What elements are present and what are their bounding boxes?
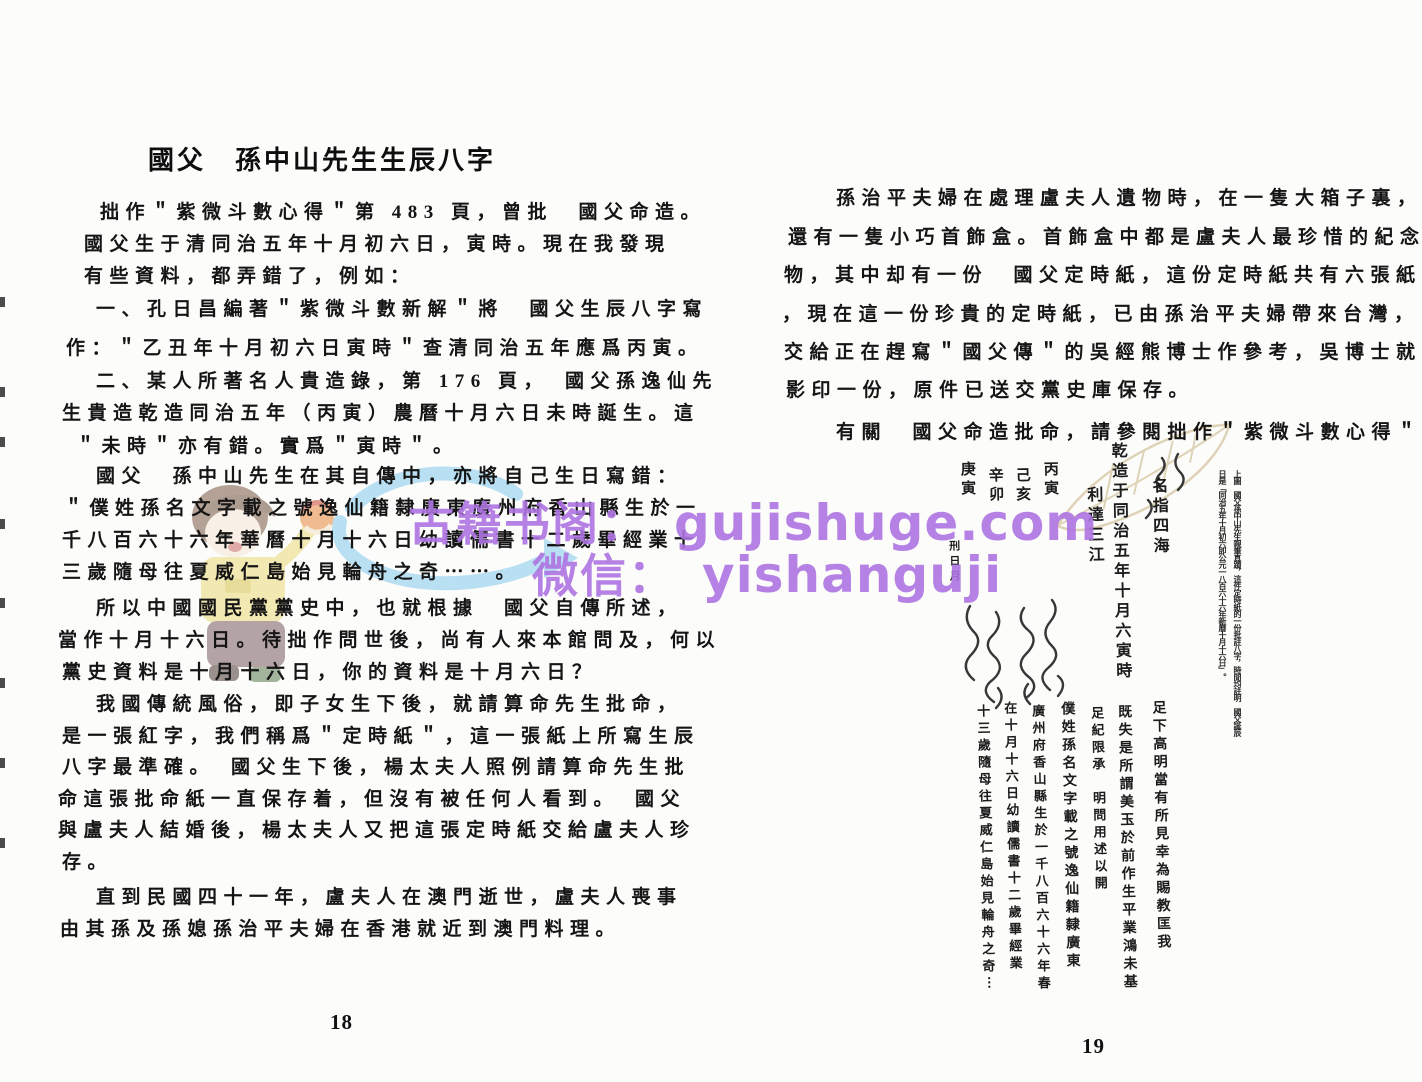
text-line: 八字最準確。 國父生下後，楊太夫人照例請算命先生批 [62,757,691,778]
manuscript-column: 廣州府香山縣生於一千八百六十六年春 [1029,703,1052,994]
manuscript-caption-column: 上圖 國父孫中山先生親筆真蹟，這件定時紙的一份批註八字，時間均註明 國父誕辰 [1233,470,1242,736]
manuscript-column: 在十月十六日幼讀儒書十二歲畢經業 [1002,700,1023,974]
page-number-right: 19 [1082,1034,1105,1058]
scan-artifact [0,838,5,848]
text-line: 一、孔日昌編著＂紫微斗數新解＂將 國父生辰八字寫 [96,299,709,320]
text-line: ＂未時＂亦有錯。實爲＂寅時＂。 [76,436,459,457]
page-title: 國父 孫中山先生生辰八字 [148,146,497,175]
text-line: 交給正在趕寫＂國父傳＂的吳經熊博士作參考，吳博士就 [784,342,1422,363]
page-number-left: 18 [330,1010,353,1034]
text-line: 是一張紅字，我們稱爲＂定時紙＂，這一張紙上所寫生辰 [62,726,700,747]
text-line: 國父 孫中山先生在其自傳中，亦將自己生日寫錯： [96,466,683,487]
manuscript-column: 足下高明當有所見幸為賜教匡我 [1150,699,1171,953]
text-line: 有些資料，都弄錯了，例如： [84,266,416,287]
scan-artifact [0,387,5,397]
text-line: 拙作＂紫微斗數心得＂第 483 頁，曾批 國父命造。 [100,202,707,223]
text-line: 命這張批命紙一直保存着，但沒有被任何人看到。 國父 [58,789,687,810]
watermark-wechat: 微信： yishanguji [532,540,1002,606]
text-line: 還有一隻小巧首飾盒。首飾盒中都是盧夫人最珍惜的紀念 [788,227,1422,248]
manuscript-column: 乾造于同治五年十月六寅時 [1108,441,1131,683]
scan-artifact [0,437,5,447]
manuscript-column: 僕姓孫名文字載之號逸仙籍隸廣東 [1059,700,1080,972]
scan-artifact [0,598,5,608]
text-line: 影印一份，原件已送交黨史庫保存。 [786,380,1195,401]
scan-artifact [0,678,5,688]
text-line: ，現在這一份珍貴的定時紙，已由孫治平夫婦帶來台灣， [782,304,1420,325]
text-line: 國父生于清同治五年十月初六日，寅時。現在我發現 [84,234,671,255]
text-line: 孫治平夫婦在處理盧夫人遺物時，在一隻大箱子裏， [836,188,1422,209]
text-line: 有關 國父命造批命，請參閱拙作＂紫微斗數心得＂。 [836,422,1422,443]
text-line: 黨史資料是十月十六日，你的資料是十月六日？ [62,662,598,683]
text-line: 生貴造乾造同治五年（丙寅）農曆十月六日未時誕生。這 [62,403,700,424]
text-line: 直到民國四十一年，盧夫人在澳門逝世，盧夫人喪事 [96,887,683,908]
watermark-site-url: gujishuge.com [674,494,1099,552]
text-line: 三歲隨母往夏威仁島始見輪舟之奇⋯⋯。 [62,562,522,583]
manuscript-column: 十三歲隨母往夏威仁島始見輪舟之奇⋯ [974,703,997,994]
manuscript-caption-column: 日是「同治五年十月初六即公元一八百六十六年新曆十月十六日」。 [1218,470,1227,680]
manuscript-column: 既失是所謂美玉於前作生平業鴻未基 [1115,703,1138,993]
text-line: 物，其中却有一份 國父定時紙，這份定時紙共有六張紙 [784,265,1422,286]
manuscript-column: 名指四海 [1149,476,1168,558]
scan-artifact [0,297,5,307]
text-line: 由其孫及孫媳孫治平夫婦在香港就近到澳門料理。 [60,919,622,940]
text-line: 與盧夫人結婚後，楊太夫人又把這張定時紙交給盧夫人珍 [58,820,696,841]
manuscript-column: 足紀限承 明問用述以開 [1089,705,1108,894]
text-line: 作：＂乙丑年十月初六日寅時＂查清同治五年應爲丙寅。 [66,338,704,359]
watermark-wechat-label: 微信： [532,549,676,603]
text-line: 我國傳統風俗，即子女生下後，就請算命先生批命， [96,694,683,715]
text-line: 二、某人所著名人貴造錄，第 176 頁， 國父孫逸仙先 [96,371,719,392]
text-line: 存。 [62,852,114,873]
watermark-wechat-id: yishanguji [702,546,1003,604]
scan-artifact [0,519,5,529]
text-line: 當作十月十六日。待拙作問世後，尚有人來本館問及，何以 [58,630,722,651]
scan-artifact [0,758,5,768]
